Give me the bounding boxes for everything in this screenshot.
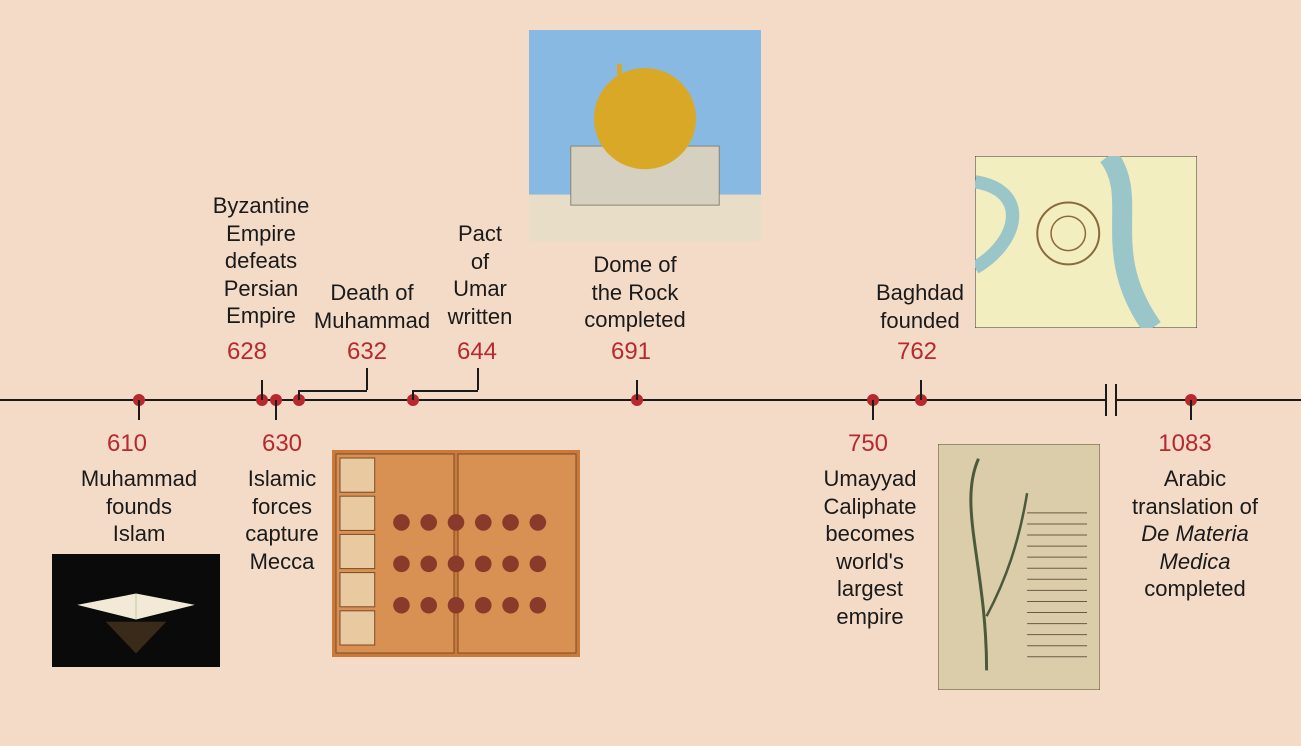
event-label-e610: MuhammadfoundsIslam <box>59 465 219 548</box>
event-tick-e1083 <box>1190 400 1192 420</box>
event-label-e1083: Arabictranslation ofDe MateriaMedicacomp… <box>1100 465 1290 603</box>
event-label-e691: Dome ofthe Rockcompleted <box>550 251 720 334</box>
event-label-e762: Baghdadfounded <box>845 279 995 334</box>
event-year-e762: 762 <box>897 338 937 366</box>
event-tick-e750 <box>872 400 874 420</box>
thumbnail-manuscript <box>332 450 580 657</box>
event-label-e644: PactofUmarwritten <box>415 220 545 330</box>
event-tick-e630 <box>275 400 277 420</box>
event-year-e644: 644 <box>457 338 497 366</box>
event-year-e1083: 1083 <box>1158 430 1211 458</box>
event-tick-e628 <box>261 380 263 400</box>
event-year-e630: 630 <box>262 430 302 458</box>
event-year-e632: 632 <box>347 338 387 366</box>
thumbnail-quran <box>52 554 220 667</box>
thumbnail-dome <box>529 30 761 241</box>
event-tick-e610 <box>138 400 140 420</box>
event-year-e628: 628 <box>227 338 267 366</box>
event-tick-e762 <box>920 380 922 400</box>
event-label-e750: UmayyadCaliphatebecomesworld'slargestemp… <box>790 465 950 630</box>
event-year-e691: 691 <box>611 338 651 366</box>
event-elbow-v2-e644 <box>477 368 479 390</box>
thumbnail-map <box>975 156 1197 328</box>
event-year-e750: 750 <box>848 430 888 458</box>
event-tick-e691 <box>636 380 638 400</box>
thumbnail-herbal <box>938 444 1100 690</box>
event-elbow-h-e644 <box>413 390 478 392</box>
event-elbow-h-e632 <box>299 390 367 392</box>
event-year-e610: 610 <box>107 430 147 458</box>
event-elbow-v2-e632 <box>366 368 368 390</box>
timeline-stage: 610MuhammadfoundsIslam628ByzantineEmpire… <box>0 0 1301 746</box>
event-label-e630: IslamicforcescaptureMecca <box>212 465 352 575</box>
